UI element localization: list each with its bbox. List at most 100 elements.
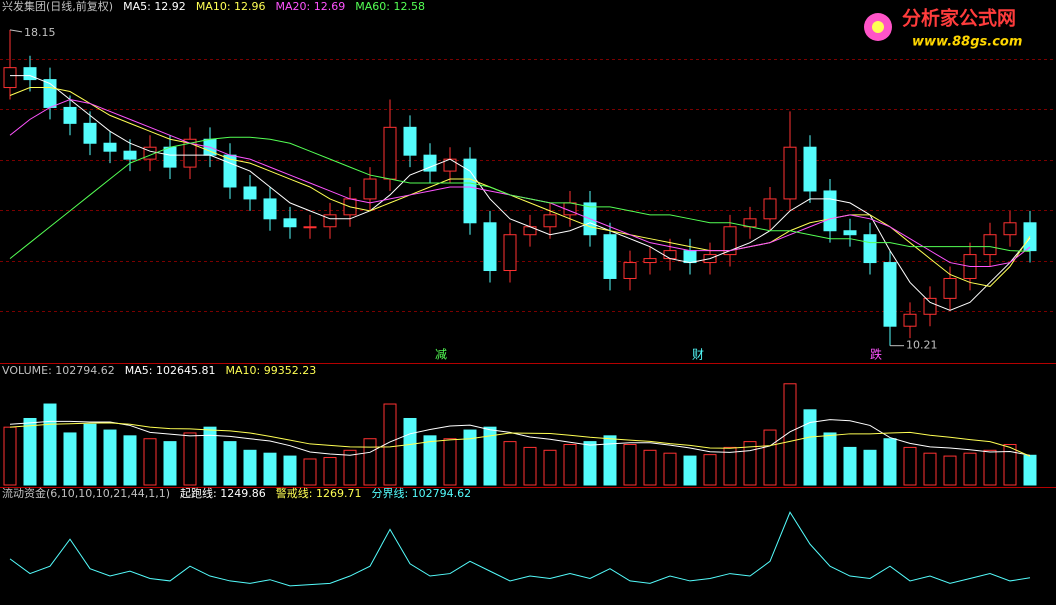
candle-body <box>383 126 397 180</box>
panel-title: 流动资金(6,10,10,10,21,44,1,1) <box>2 486 170 500</box>
volume-bar <box>963 452 977 486</box>
logo-url: www.88gs.com <box>912 35 1022 50</box>
legend-sep: : <box>227 0 234 13</box>
volume-bar <box>303 458 317 486</box>
volume-bar <box>63 432 77 486</box>
volume-bar <box>1023 454 1037 486</box>
legend-value: 1269.71 <box>316 487 362 500</box>
candle-body <box>1003 222 1017 236</box>
volume-bar <box>663 452 677 486</box>
volume-bar <box>183 432 197 486</box>
legend-name: 警戒线 <box>276 486 309 500</box>
legend-sep: : <box>404 487 411 500</box>
volume-bar <box>83 423 97 486</box>
candle-body <box>803 146 817 192</box>
legend-name: MA5 <box>123 0 147 13</box>
volume-ma-line <box>9 419 1031 456</box>
volume-bar <box>583 441 597 486</box>
candle-body <box>783 146 797 200</box>
candle-body <box>243 186 257 200</box>
panel-header: 流动资金(6,10,10,10,21,44,1,1) 起跑线: 1249.86 警戒… <box>2 486 471 500</box>
legend-name: MA10 <box>225 364 256 377</box>
volume-bar <box>103 429 117 486</box>
volume-bar <box>343 449 357 486</box>
annotation: 18.15 <box>24 26 56 39</box>
volume-bar <box>263 452 277 486</box>
candle-body <box>543 214 557 228</box>
candle-body <box>263 198 277 220</box>
volume-bar <box>703 454 717 486</box>
candle-body <box>3 67 17 89</box>
volume-bar <box>763 429 777 486</box>
legend-sep: : <box>307 0 314 13</box>
legend-sep: : <box>386 0 393 13</box>
volume-bar <box>3 426 17 486</box>
candle-body <box>103 142 117 152</box>
volume-bar <box>203 426 217 486</box>
event-marker: 跌 <box>870 347 882 362</box>
volume-bar <box>883 438 897 486</box>
volume-bar <box>243 449 257 486</box>
volume-bar <box>903 446 917 486</box>
legend-name: 分界线 <box>371 486 404 500</box>
legend-value: 102794.62 <box>55 364 115 377</box>
candle-body <box>883 262 897 327</box>
panel-header: 兴发集团(日线,前复权) MA5: 12.92 MA10: 12.96 MA20: 1… <box>2 0 425 13</box>
volume-bar <box>843 446 857 486</box>
candle-body <box>323 214 337 228</box>
volume-bar <box>143 438 157 486</box>
candle-body <box>83 122 97 144</box>
ma-line <box>9 136 1031 259</box>
legend-value: 99352.23 <box>264 364 317 377</box>
volume-bar <box>1003 444 1017 486</box>
volume-bar <box>803 409 817 486</box>
legend-name: MA10 <box>196 0 227 13</box>
volume-bar <box>443 438 457 486</box>
candle-body <box>723 226 737 256</box>
volume-bar <box>983 449 997 486</box>
logo-name: 分析家公式网 <box>902 7 1016 30</box>
candle-body <box>923 297 937 315</box>
legend-sep: : <box>257 364 264 377</box>
panel-header: VOLUME: 102794.62 MA5: 102645.81 MA10: 993… <box>2 364 316 377</box>
volume-bar <box>943 455 957 486</box>
candle-body <box>183 138 197 168</box>
volume-bar <box>603 435 617 486</box>
volume-bar <box>483 426 497 486</box>
legend-name: MA5 <box>125 364 149 377</box>
indicator-line <box>9 511 1031 587</box>
candle-body <box>903 313 917 327</box>
volume-bar <box>283 455 297 486</box>
panel-title: 兴发集团(日线,前复权) <box>2 0 113 13</box>
logo-icon <box>872 21 884 33</box>
candle-body <box>403 126 417 156</box>
volume-bar <box>223 441 237 486</box>
legend-name: MA60 <box>355 0 386 13</box>
candle-body <box>483 222 497 272</box>
event-marker: 财 <box>692 348 704 362</box>
volume-bar <box>723 446 737 486</box>
volume-bar <box>643 449 657 486</box>
candle-body <box>623 262 637 279</box>
candle-body <box>163 146 177 168</box>
volume-bar <box>403 417 417 486</box>
legend-name: MA20 <box>276 0 307 13</box>
candle-body <box>843 230 857 236</box>
event-marker: 减 <box>435 348 447 362</box>
volume-ma-line <box>9 422 1031 457</box>
volume-bar <box>783 383 797 486</box>
candle-body <box>363 178 377 200</box>
candle-body <box>983 234 997 256</box>
candle-body <box>423 154 437 172</box>
candle-body <box>643 258 657 264</box>
volume-bar <box>423 435 437 486</box>
volume-bar <box>863 449 877 486</box>
volume-bar <box>463 429 477 486</box>
legend-sep: : <box>213 487 220 500</box>
volume-bar <box>323 457 337 486</box>
candle-body <box>863 234 877 264</box>
volume-bar <box>743 441 757 486</box>
legend-sep: : <box>48 364 55 377</box>
